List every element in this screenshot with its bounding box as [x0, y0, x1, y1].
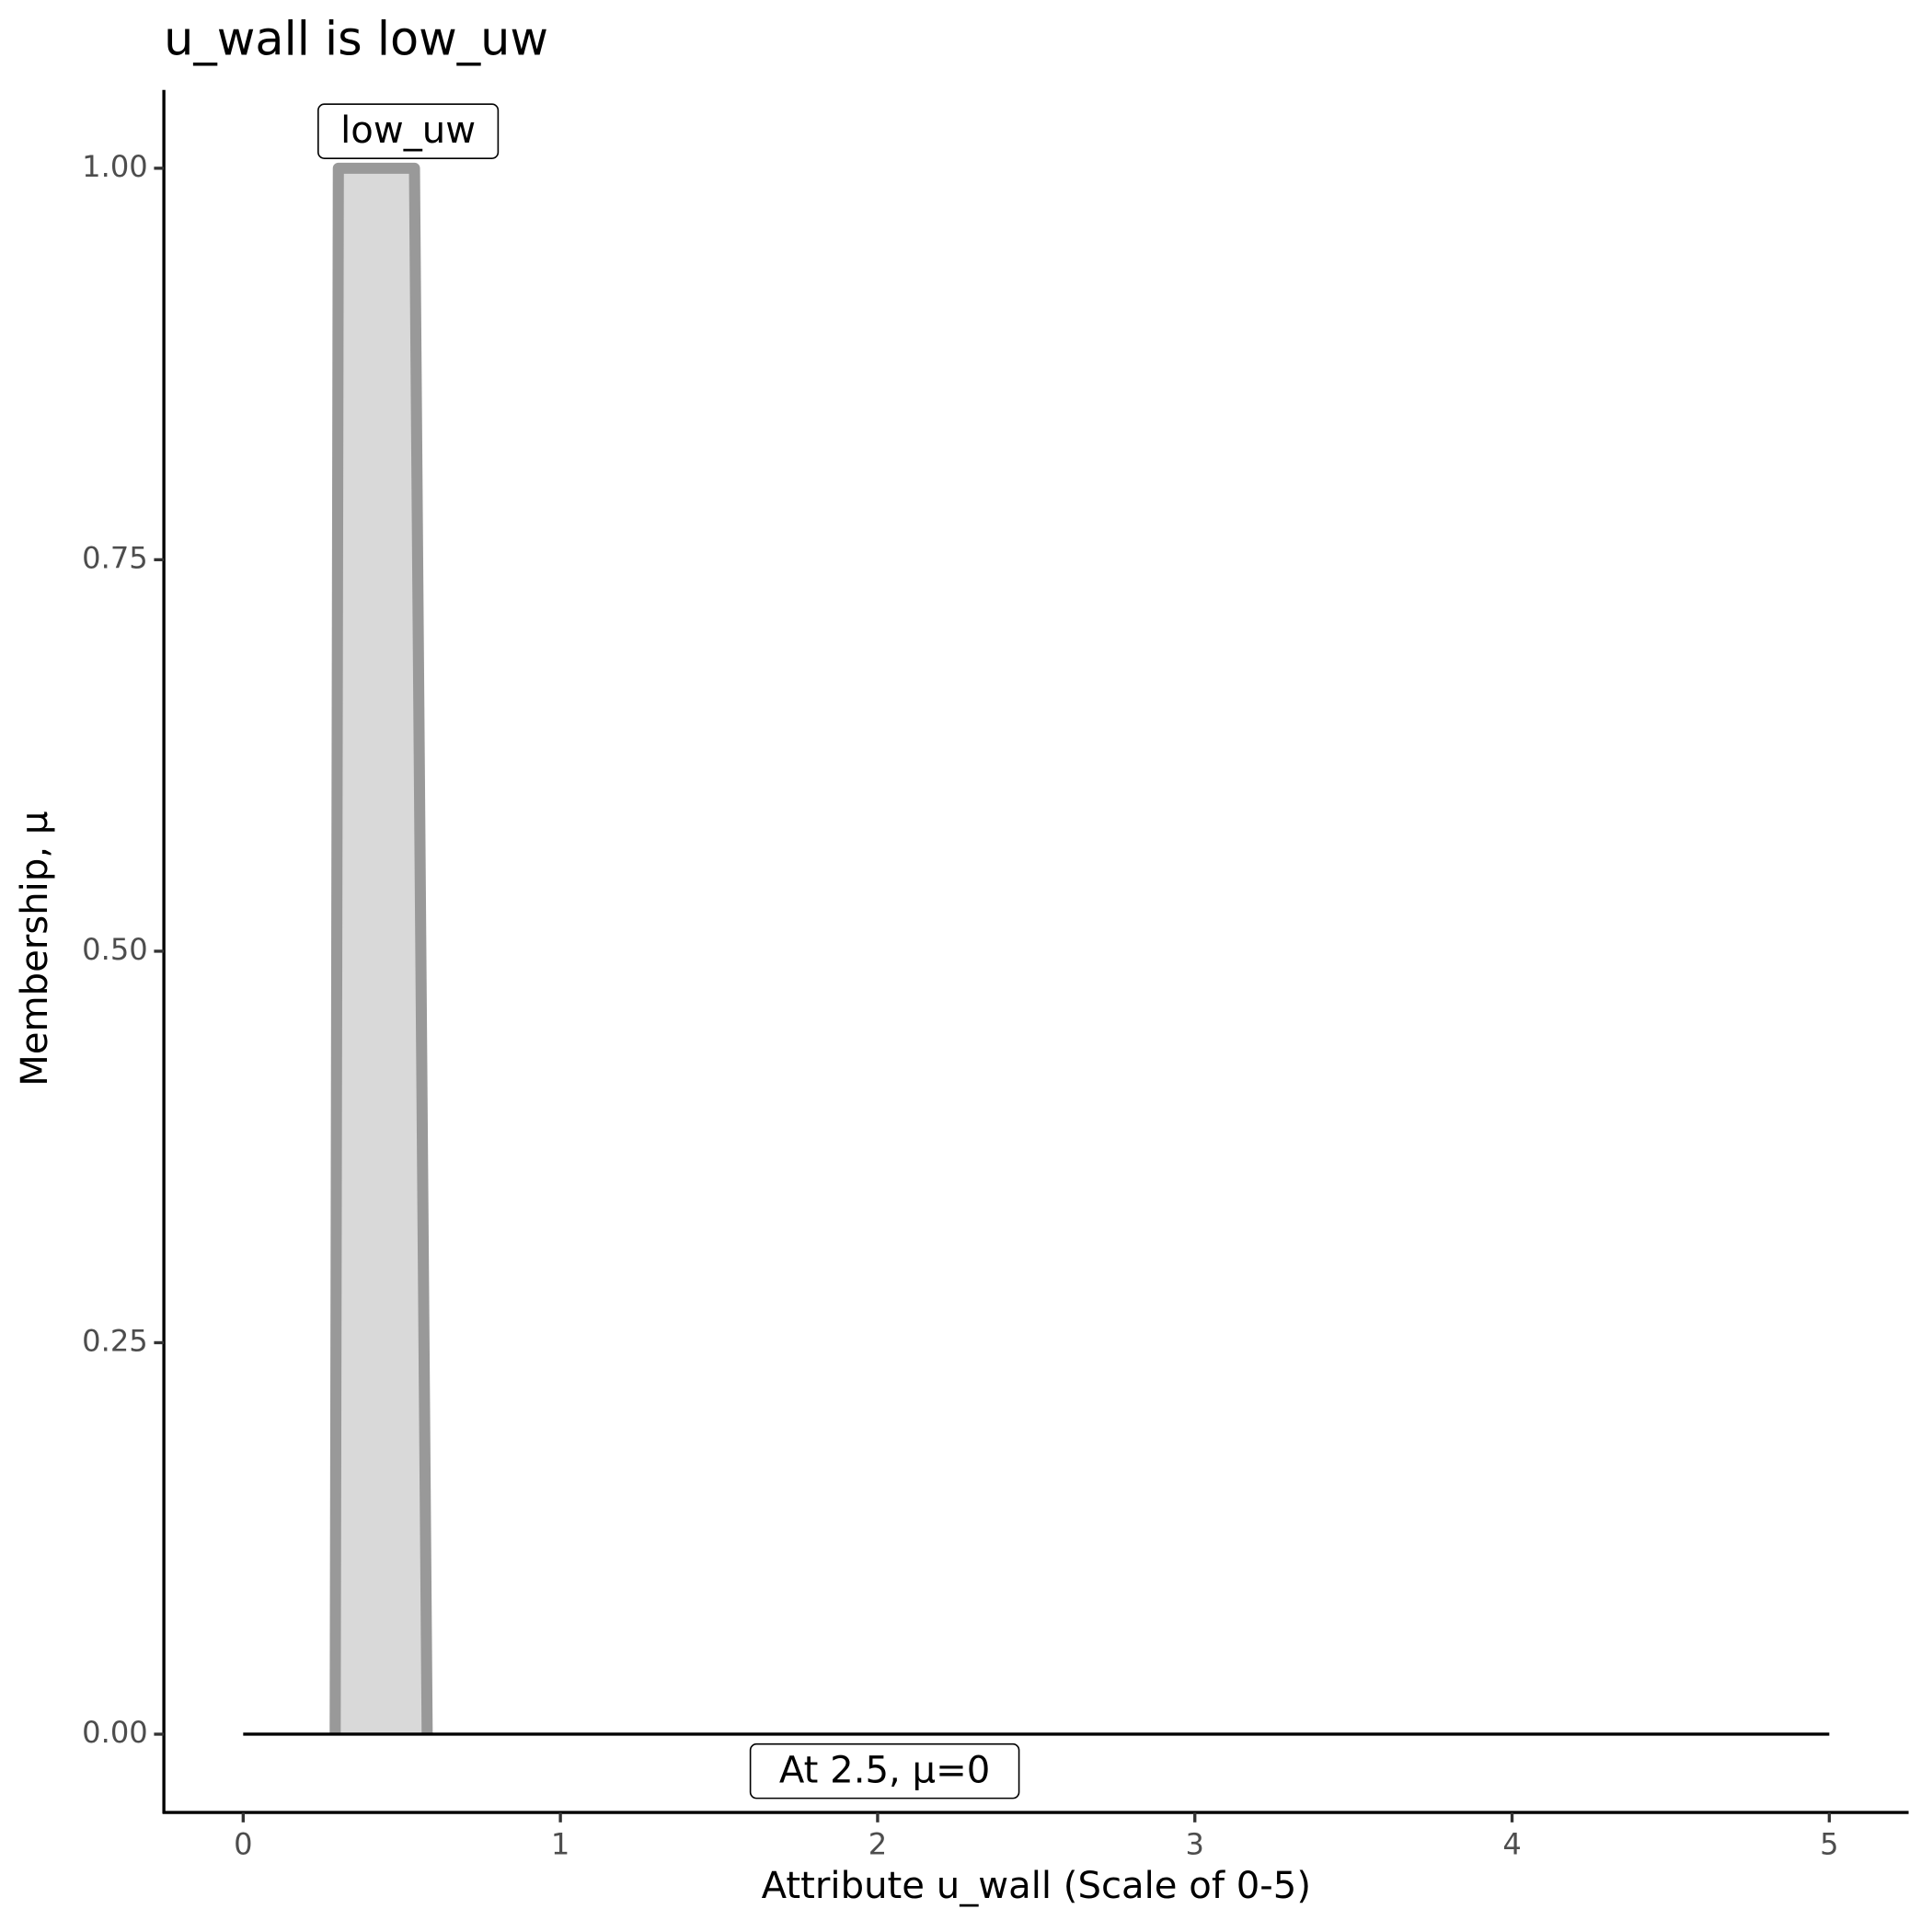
annotation: At 2.5, μ=0 — [779, 1750, 990, 1792]
chart-title: u_wall is low_uw — [164, 13, 548, 67]
x-tick-label: 3 — [1186, 1826, 1204, 1861]
y-tick-label: 0.75 — [82, 540, 148, 575]
y-tick-label: 0.00 — [82, 1715, 148, 1750]
x-tick-label: 4 — [1502, 1826, 1521, 1861]
membership-line — [329, 162, 433, 1735]
x-tick-label: 1 — [551, 1826, 569, 1861]
area-fill — [335, 167, 428, 1734]
annotation-box — [749, 1742, 1020, 1800]
y-axis-title: Membership, μ — [14, 811, 56, 1087]
x-tick-label: 5 — [1820, 1826, 1838, 1861]
y-tick-label: 0.50 — [82, 932, 148, 967]
x-axis-title: Attribute u_wall (Scale of 0-5) — [762, 1865, 1311, 1907]
series-label: low_uw — [340, 109, 476, 152]
y-tick-label: 1.00 — [82, 149, 148, 184]
y-tick-label: 0.25 — [82, 1323, 148, 1358]
x-tick-label: 0 — [234, 1826, 252, 1861]
x-tick-label: 2 — [868, 1826, 887, 1861]
series-label-box — [317, 103, 500, 159]
